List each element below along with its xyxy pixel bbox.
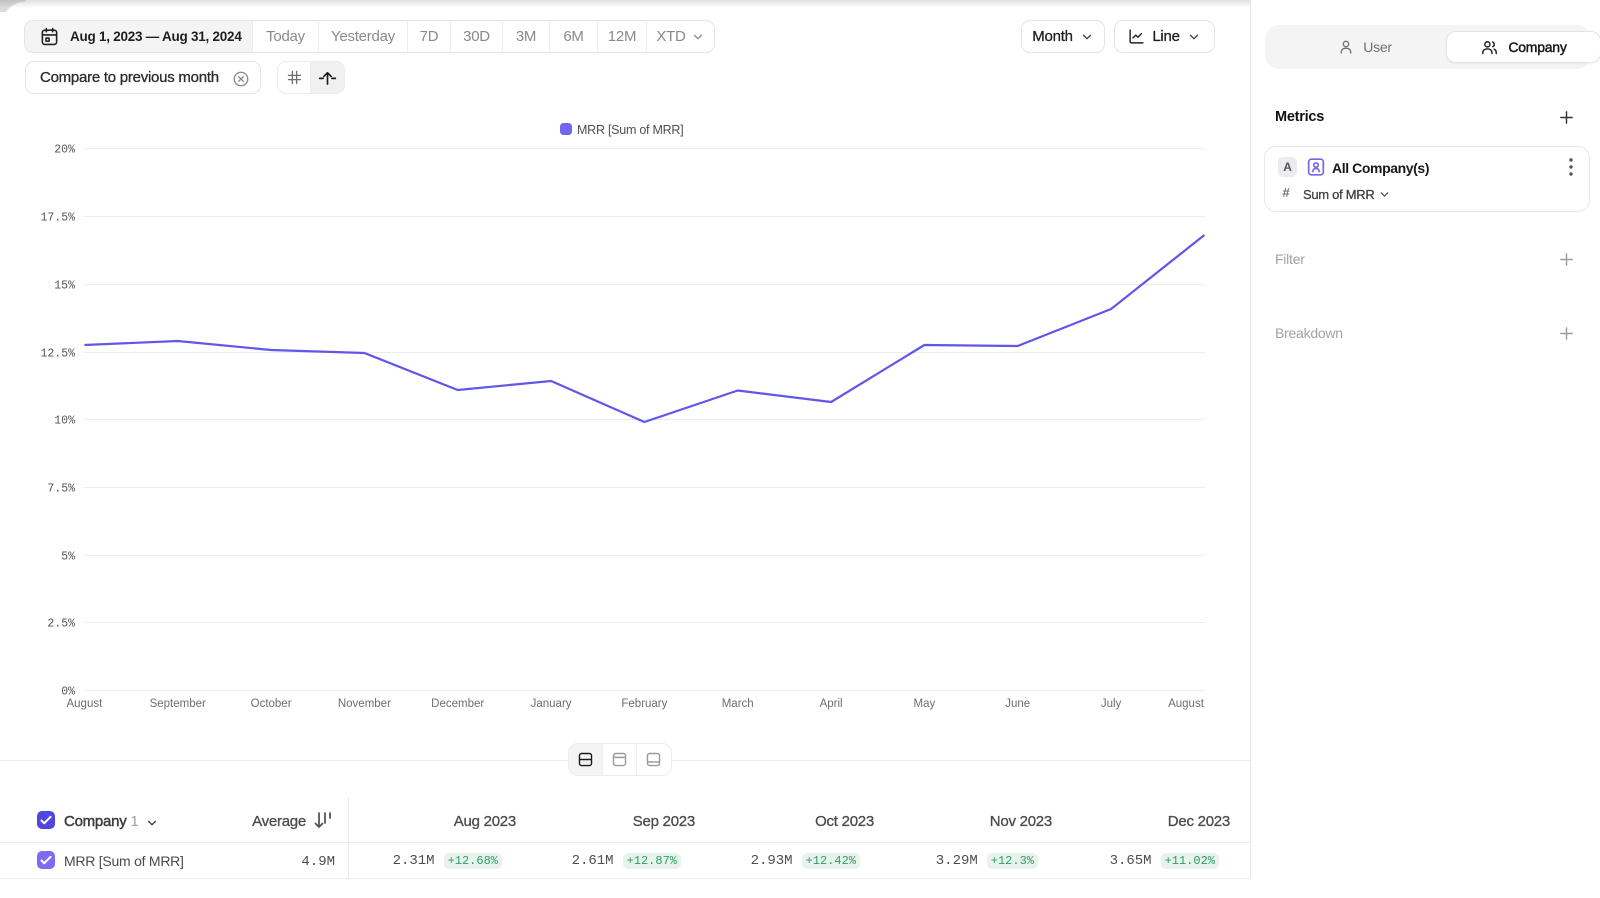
svg-text:August: August — [1168, 698, 1205, 710]
svg-text:April: April — [820, 698, 843, 710]
svg-text:20%: 20% — [54, 144, 75, 157]
svg-text:November: November — [338, 698, 391, 710]
svg-text:February: February — [621, 698, 667, 710]
svg-text:December: December — [431, 698, 484, 710]
svg-text:12.5%: 12.5% — [40, 348, 75, 361]
svg-text:October: October — [251, 698, 292, 710]
svg-text:January: January — [531, 698, 572, 710]
svg-text:March: March — [722, 698, 754, 710]
svg-text:2.5%: 2.5% — [47, 618, 75, 631]
svg-text:7.5%: 7.5% — [47, 483, 75, 496]
svg-text:July: July — [1101, 698, 1122, 710]
svg-text:0%: 0% — [61, 686, 75, 699]
svg-text:May: May — [914, 698, 936, 710]
svg-text:10%: 10% — [54, 415, 75, 428]
svg-text:15%: 15% — [54, 280, 75, 293]
svg-text:June: June — [1005, 698, 1030, 710]
svg-text:17.5%: 17.5% — [40, 212, 75, 225]
svg-text:August: August — [66, 698, 103, 710]
svg-text:5%: 5% — [61, 551, 75, 564]
svg-text:September: September — [150, 698, 206, 710]
